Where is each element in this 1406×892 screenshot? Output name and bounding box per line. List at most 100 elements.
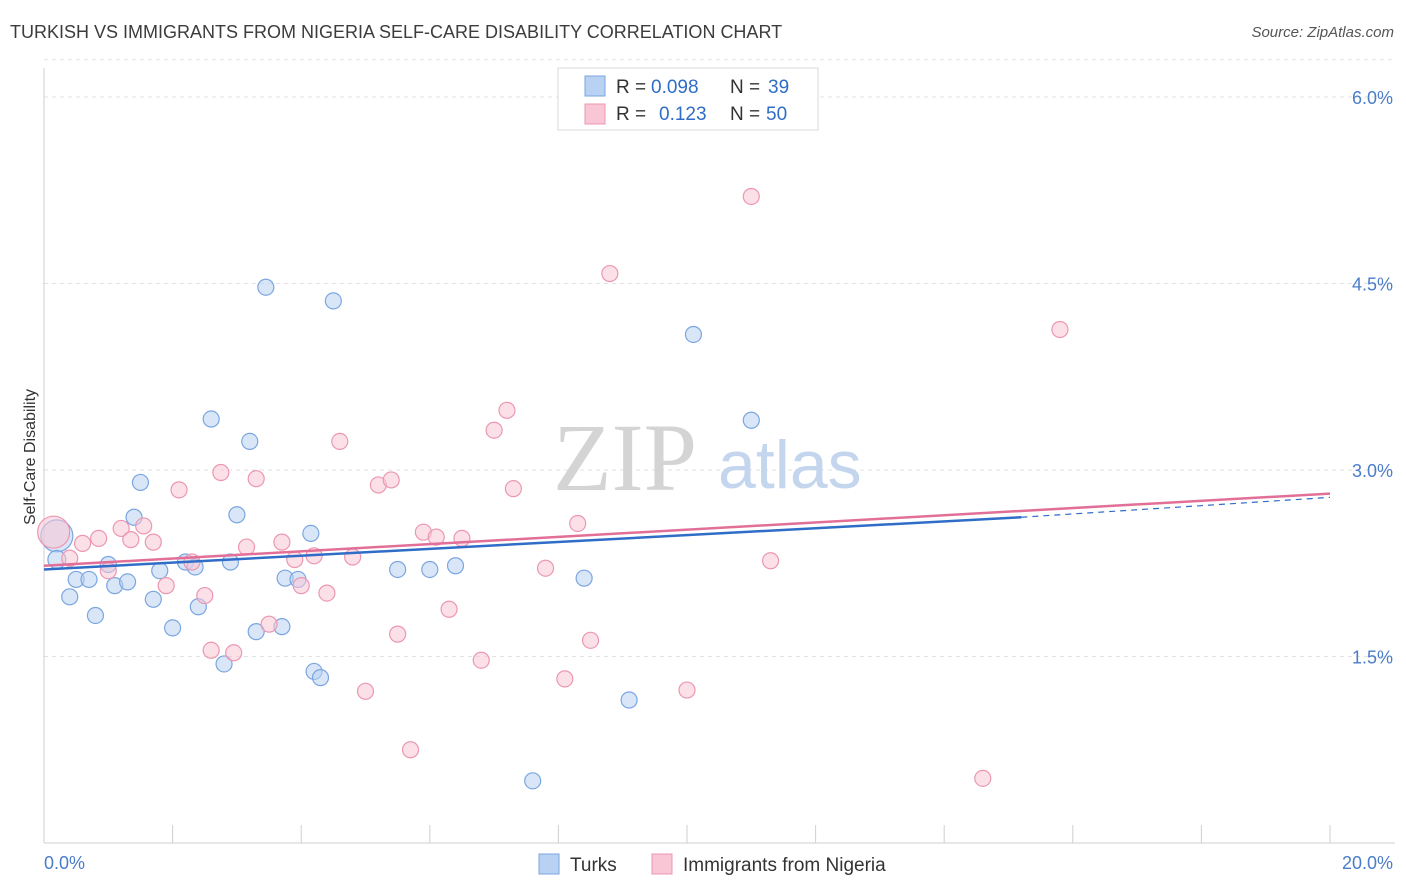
- legend-swatch-nigeria: [584, 103, 606, 125]
- nigeria-point: [61, 549, 79, 567]
- turks-point: [80, 570, 98, 589]
- turks-point: [118, 573, 137, 591]
- chart-title: TURKISH VS IMMIGRANTS FROM NIGERIA SELF-…: [10, 22, 783, 42]
- y-tick-label: 3.0%: [1352, 461, 1393, 481]
- turks-point: [302, 524, 320, 543]
- y-axis-label: Self-Care Disability: [22, 389, 39, 525]
- nigeria-point: [202, 641, 220, 659]
- turks-point: [144, 590, 162, 608]
- bottom-legend-nigeria: Immigrants from Nigeria: [683, 855, 886, 876]
- nigeria-point: [37, 515, 71, 549]
- turks-point: [151, 562, 169, 580]
- legend-r-nigeria: 0.123: [659, 104, 707, 125]
- turks-point: [221, 553, 240, 571]
- nigeria-point: [556, 670, 574, 688]
- nigeria-point: [678, 681, 696, 699]
- legend-r-turks: 0.098: [651, 77, 699, 98]
- nigeria-point: [157, 577, 175, 595]
- nigeria-point: [453, 529, 471, 547]
- trend-lines: [43, 492, 1331, 571]
- turks-point: [389, 560, 407, 579]
- y-tick-label: 6.0%: [1352, 88, 1393, 108]
- nigeria-point: [761, 552, 780, 570]
- nigeria-point: [318, 584, 336, 602]
- bottom-legend-turks: Turks: [570, 855, 617, 876]
- legend-n-turks: 39: [768, 77, 789, 98]
- nigeria-point: [260, 615, 278, 633]
- turks-point: [86, 606, 105, 625]
- bottom-legend: Turks Immigrants from Nigeria: [538, 853, 886, 876]
- nigeria-point: [472, 651, 490, 669]
- watermark-atlas: atlas: [718, 427, 862, 503]
- x-tick-min: 0.0%: [44, 853, 85, 873]
- y-tick-labels: 1.5% 3.0% 4.5% 6.0%: [1352, 88, 1393, 668]
- turks-trend-extension: [1021, 496, 1331, 518]
- x-tick-max: 20.0%: [1342, 853, 1393, 873]
- nigeria-point: [536, 559, 555, 577]
- nigeria-point: [569, 514, 587, 533]
- nigeria-point: [356, 682, 375, 700]
- axes: [43, 68, 1395, 844]
- nigeria-point: [144, 533, 162, 551]
- nigeria-point: [440, 600, 458, 618]
- nigeria-trend-line: [43, 492, 1331, 567]
- legend-n-nigeria: 50: [766, 104, 787, 125]
- turks-point: [684, 325, 703, 344]
- turks-point: [257, 278, 275, 296]
- nigeria-point: [286, 550, 304, 569]
- turks-point: [215, 655, 233, 673]
- turks-point: [524, 772, 542, 790]
- turks-point: [575, 569, 593, 587]
- nigeria-point: [112, 519, 130, 538]
- nigeria-point: [247, 470, 265, 488]
- legend-r-label-nigeria: R =: [616, 104, 646, 125]
- turks-point: [620, 691, 638, 709]
- legend: R = 0.098 N = 39 R = 0.123 N = 50: [557, 67, 819, 131]
- nigeria-point: [581, 631, 600, 649]
- watermark-zip: ZIP: [553, 404, 697, 511]
- nigeria-point: [122, 531, 140, 549]
- source-label: Source: ZipAtlas.com: [1251, 24, 1394, 41]
- turks-point: [164, 619, 182, 637]
- nigeria-point: [742, 187, 760, 206]
- turks-point: [61, 588, 79, 606]
- turks-point: [446, 557, 465, 575]
- nigeria-point: [135, 517, 153, 535]
- turks-point: [241, 432, 259, 451]
- turks-point: [247, 623, 265, 641]
- nigeria-point: [485, 421, 503, 439]
- turks-point: [421, 560, 439, 579]
- nigeria-point: [212, 463, 230, 482]
- turks-point: [131, 473, 150, 492]
- bottom-legend-swatch-nigeria: [651, 853, 673, 875]
- nigeria-point: [73, 534, 92, 552]
- nigeria-point: [90, 529, 108, 547]
- nigeria-point: [601, 264, 619, 283]
- nigeria-point: [382, 471, 400, 489]
- nigeria-point: [331, 432, 349, 451]
- turks-trend-line: [43, 515, 1022, 571]
- nigeria-point: [1051, 320, 1069, 339]
- bottom-legend-swatch-turks: [538, 853, 560, 875]
- nigeria-point: [225, 644, 243, 662]
- legend-swatch-turks: [584, 75, 606, 97]
- nigeria-point: [498, 401, 516, 419]
- turks-point: [228, 506, 246, 524]
- turks-point: [742, 411, 760, 429]
- y-tick-label: 4.5%: [1352, 275, 1393, 295]
- legend-r-label-turks: R =: [616, 77, 646, 98]
- legend-n-label-nigeria: N =: [730, 104, 760, 125]
- nigeria-point: [292, 577, 310, 595]
- watermark: ZIP atlas: [553, 404, 862, 511]
- y-tick-label: 1.5%: [1352, 648, 1393, 668]
- nigeria-point: [427, 528, 445, 546]
- turks-point: [311, 669, 330, 687]
- nigeria-point: [504, 480, 522, 498]
- turks-point: [324, 292, 342, 310]
- nigeria-point: [389, 625, 407, 643]
- nigeria-point: [237, 538, 256, 556]
- nigeria-point: [196, 586, 214, 605]
- nigeria-point: [170, 481, 188, 499]
- gridlines: [44, 59, 1395, 657]
